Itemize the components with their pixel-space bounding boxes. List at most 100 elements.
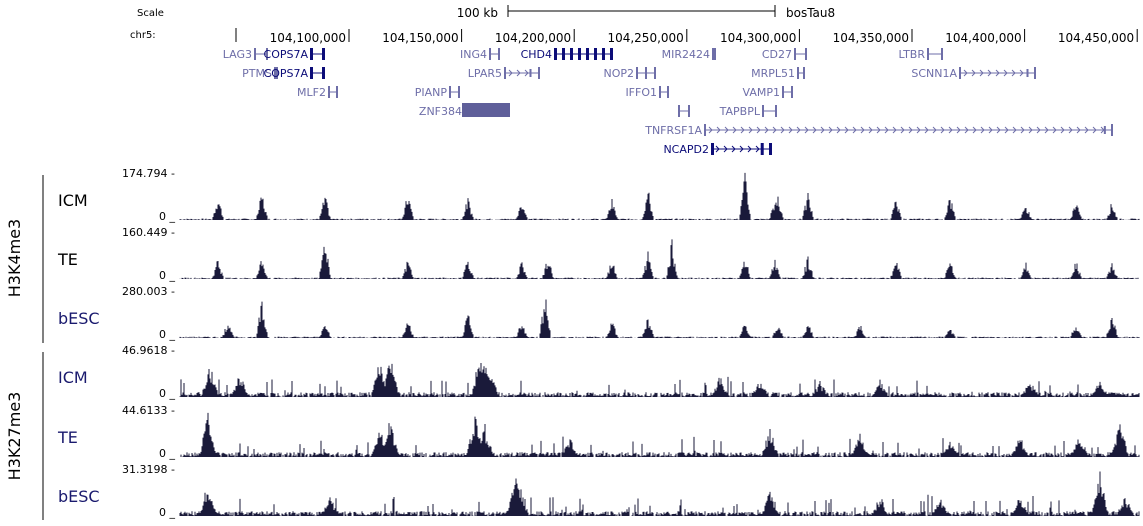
track-max-value: 160.449 - xyxy=(122,226,175,239)
track-min-value: 0 _ xyxy=(159,447,175,460)
strand-arrow xyxy=(723,145,728,153)
gene-exon xyxy=(594,48,597,60)
strand-arrow xyxy=(1068,126,1073,134)
strand-arrow xyxy=(788,126,793,134)
strand-arrow xyxy=(716,126,721,134)
gene-exon xyxy=(704,124,706,136)
strand-arrow xyxy=(780,126,785,134)
gene-chd4[interactable]: CHD4 xyxy=(521,48,613,61)
gene-exon xyxy=(659,86,661,98)
strand-arrow xyxy=(516,69,521,77)
gene-mlf2[interactable]: MLF2 xyxy=(297,86,338,99)
track-max-value: 280.003 - xyxy=(122,285,175,298)
track-min-value: 0 _ xyxy=(159,269,175,282)
gene-exon xyxy=(794,48,796,60)
ruler-tick-label: 104,250,000 xyxy=(607,31,683,45)
gene-exon xyxy=(775,105,777,117)
gene-exon xyxy=(529,69,532,77)
gene-lpar5[interactable]: LPAR5 xyxy=(468,67,540,80)
gene-cops7a[interactable]: COPS7A xyxy=(264,48,325,61)
sample-label: TE xyxy=(57,428,78,447)
strand-arrow xyxy=(868,126,873,134)
strand-arrow xyxy=(852,126,857,134)
gene-exon xyxy=(1103,126,1106,134)
track-h3k4me3-besc: bESC 280.003 - 0 _ xyxy=(58,285,1140,341)
gene-label: TNFRSF1A xyxy=(644,124,702,137)
ruler-tick-label: 104,100,000 xyxy=(270,31,346,45)
strand-arrow xyxy=(1044,126,1049,134)
gene-tapbpl[interactable]: TAPBPL xyxy=(719,105,777,118)
gene-exon xyxy=(328,86,330,98)
gene-tnfrsf1a[interactable]: TNFRSF1A xyxy=(644,124,1113,137)
track-max-value: 46.9618 - xyxy=(122,344,175,357)
gene-exon xyxy=(654,67,656,79)
gene-ptms[interactable]: PTMS xyxy=(242,67,278,80)
gene-exon xyxy=(797,67,799,79)
strand-arrow xyxy=(820,126,825,134)
gene-label: LTBR xyxy=(898,48,925,61)
gene-exon xyxy=(941,48,943,60)
gene-lag3[interactable]: LAG3 xyxy=(223,48,268,61)
track-h3k27me3-besc: bESC 31.3198 - 0 _ xyxy=(58,463,1140,519)
gene-mir2424[interactable]: MIR2424 xyxy=(662,48,716,61)
gene-exon xyxy=(458,86,460,98)
strand-arrow xyxy=(940,126,945,134)
sample-label: bESC xyxy=(58,487,100,506)
gene-cops7a[interactable]: COPS7A xyxy=(264,67,325,80)
strand-arrow xyxy=(1003,69,1008,77)
strand-arrow xyxy=(963,69,968,77)
gene-exon xyxy=(266,48,268,60)
strand-arrow xyxy=(747,145,752,153)
strand-arrow xyxy=(932,126,937,134)
gene-exon xyxy=(678,105,680,117)
strand-arrow xyxy=(796,126,801,134)
gene-label: MIR2424 xyxy=(662,48,710,61)
gene-label: PTMS xyxy=(242,67,272,80)
ruler-tick-label: 104,300,000 xyxy=(720,31,796,45)
gene-exon xyxy=(498,48,500,60)
gene-vamp1[interactable]: VAMP1 xyxy=(743,86,793,99)
gene-mrpl51[interactable]: MRPL51 xyxy=(751,67,805,80)
gene-label: PIANP xyxy=(415,86,448,99)
gene-exon xyxy=(711,143,714,155)
gene-ncapd2[interactable]: NCAPD2 xyxy=(663,143,772,156)
gene-ltbr[interactable]: LTBR xyxy=(898,48,943,61)
strand-arrow xyxy=(1052,126,1057,134)
gene-label: NCAPD2 xyxy=(663,143,709,156)
gene-gapdh[interactable]: GAPDH xyxy=(462,103,690,118)
strand-arrow xyxy=(876,126,881,134)
gene-ing4[interactable]: ING4 xyxy=(460,48,500,61)
gene-exon xyxy=(1111,124,1113,136)
strand-arrow xyxy=(844,126,849,134)
h3k27me3-group: H3K27me3 xyxy=(5,352,44,520)
chrom-label: chr5: xyxy=(130,30,156,41)
gene-label: MRPL51 xyxy=(751,67,795,80)
gene-exon xyxy=(504,67,506,79)
gene-exon xyxy=(578,48,581,60)
gene-exon xyxy=(1034,67,1036,79)
strand-arrow xyxy=(715,145,720,153)
strand-arrow xyxy=(996,126,1001,134)
strand-arrow xyxy=(987,69,992,77)
gene-label: CHD4 xyxy=(521,48,552,61)
gene-exon xyxy=(1026,69,1029,77)
strand-arrow xyxy=(1084,126,1089,134)
gene-exon xyxy=(636,67,638,79)
ruler-tick-label: 104,400,000 xyxy=(945,31,1021,45)
gene-cd27[interactable]: CD27 xyxy=(762,48,807,61)
gene-exon xyxy=(538,67,540,79)
gene-label: VAMP1 xyxy=(743,86,780,99)
gene-scnn1a[interactable]: SCNN1A xyxy=(911,67,1036,80)
gene-nop2[interactable]: NOP2 xyxy=(603,67,656,80)
gene-annotation-track: LAG3 COPS7A ING4 CHD4 MIR2424 CD27 LTBRPTMSCOP… xyxy=(223,48,1113,156)
strand-arrow xyxy=(772,126,777,134)
strand-arrow xyxy=(724,126,729,134)
strand-arrow xyxy=(860,126,865,134)
gene-exon xyxy=(586,48,589,60)
gene-pianp[interactable]: PIANP xyxy=(415,86,460,99)
strand-arrow xyxy=(979,69,984,77)
assembly-label: bosTau8 xyxy=(786,6,835,20)
gene-iffo1[interactable]: IFFO1 xyxy=(625,86,669,99)
gene-label: CD27 xyxy=(762,48,792,61)
